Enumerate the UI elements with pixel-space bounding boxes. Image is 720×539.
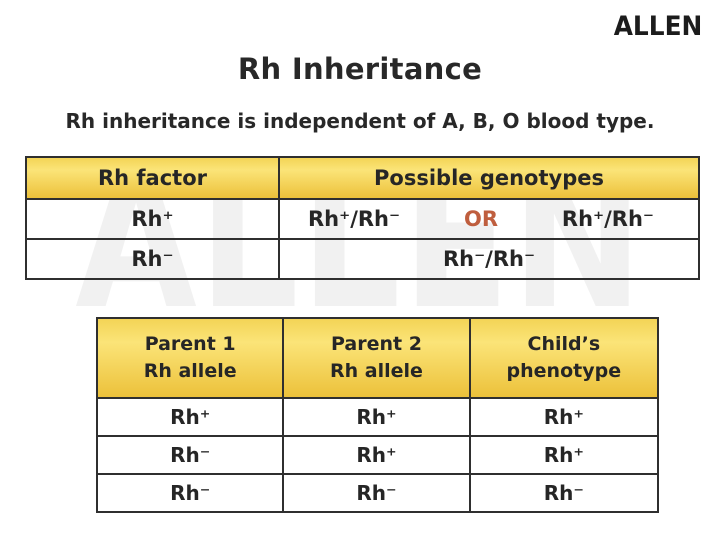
rh-factor-negative: Rh⁻: [27, 240, 280, 278]
parent2-header-line1: Parent 2: [331, 333, 422, 356]
genotype-positive-right: Rh⁺/Rh⁻: [561, 207, 654, 231]
page-title: Rh Inheritance: [237, 52, 483, 86]
child-header-line2: phenotype: [506, 360, 622, 382]
or-label: OR: [463, 207, 499, 231]
row1-parent2-allele: Rh⁺: [284, 399, 471, 435]
genotype-table-header-rh-factor: Rh factor: [27, 158, 280, 198]
row3-parent1-allele: Rh⁻: [98, 475, 285, 511]
row2-child-phenotype: Rh⁺: [543, 443, 584, 467]
parent-table-header-parent1: Parent 1 Rh allele: [98, 319, 285, 397]
parent-table-header-child: Child’s phenotype: [471, 319, 657, 397]
genotype-cell-positive: Rh⁺/Rh⁻ OR Rh⁺/Rh⁻: [280, 200, 698, 238]
row3-parent2-allele: Rh⁻: [284, 475, 471, 511]
genotype-row-negative: Rh⁻ Rh⁻/Rh⁻: [27, 240, 698, 278]
row1-child-phenotype: Rh⁺: [543, 405, 584, 429]
parent-table-header-row: Parent 1 Rh allele Parent 2 Rh allele Ch…: [98, 319, 657, 399]
rh-factor-positive: Rh⁺: [27, 200, 280, 238]
parent-allele-table: Parent 1 Rh allele Parent 2 Rh allele Ch…: [96, 317, 659, 513]
row1-parent1-allele: Rh⁺: [98, 399, 285, 435]
row2-parent2-allele: Rh⁺: [284, 437, 471, 473]
genotype-table: Rh factor Possible genotypes Rh⁺ Rh⁺/Rh⁻…: [25, 156, 700, 280]
page-subtitle: Rh inheritance is independent of A, B, O…: [65, 109, 655, 133]
genotype-positive-left: Rh⁺/Rh⁻: [308, 207, 401, 231]
row3-child-phenotype: Rh⁻: [543, 481, 584, 505]
parent-table-row-2: Rh⁻ Rh⁺ Rh⁺: [98, 437, 657, 475]
genotype-table-header-row: Rh factor Possible genotypes: [27, 158, 698, 200]
parent-table-row-1: Rh⁺ Rh⁺ Rh⁺: [98, 399, 657, 437]
genotype-cell-negative: Rh⁻/Rh⁻: [442, 247, 536, 271]
parent-table-row-3: Rh⁻ Rh⁻ Rh⁻: [98, 475, 657, 511]
genotype-row-positive: Rh⁺ Rh⁺/Rh⁻ OR Rh⁺/Rh⁻: [27, 200, 698, 240]
parent1-header-line2: Rh allele: [143, 360, 237, 382]
parent1-header-line1: Parent 1: [144, 333, 236, 356]
row2-parent1-allele: Rh⁻: [98, 437, 285, 473]
genotype-table-header-possible-genotypes: Possible genotypes: [374, 166, 604, 190]
parent-table-header-parent2: Parent 2 Rh allele: [284, 319, 471, 397]
child-header-line1: Child’s: [527, 333, 601, 356]
parent2-header-line2: Rh allele: [330, 360, 423, 382]
allen-logo: ALLEN: [613, 11, 702, 42]
